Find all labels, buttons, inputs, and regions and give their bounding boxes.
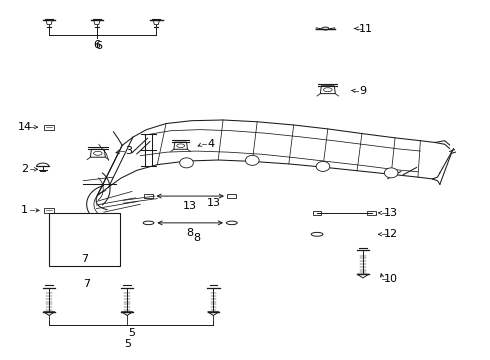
Ellipse shape — [143, 221, 154, 225]
Text: 5: 5 — [128, 328, 135, 338]
Bar — [49, 213, 120, 266]
Text: 6: 6 — [93, 40, 100, 50]
Ellipse shape — [94, 151, 102, 155]
Polygon shape — [329, 28, 335, 30]
Bar — [44, 208, 53, 213]
Polygon shape — [153, 20, 159, 24]
Bar — [44, 125, 53, 130]
Polygon shape — [46, 20, 52, 24]
Ellipse shape — [226, 221, 237, 225]
Ellipse shape — [177, 144, 185, 148]
Polygon shape — [122, 312, 133, 315]
Text: 8: 8 — [194, 233, 201, 243]
Polygon shape — [208, 312, 219, 315]
Ellipse shape — [73, 217, 82, 222]
Text: 12: 12 — [384, 229, 398, 239]
Text: 9: 9 — [359, 86, 367, 96]
Text: 1: 1 — [21, 205, 28, 215]
Text: 3: 3 — [125, 147, 132, 157]
Text: 7: 7 — [81, 254, 88, 264]
Text: 2: 2 — [21, 164, 28, 174]
Text: 8: 8 — [187, 228, 194, 238]
Bar — [227, 194, 236, 198]
Ellipse shape — [311, 232, 323, 236]
Text: 6: 6 — [96, 41, 102, 51]
Text: 14: 14 — [18, 122, 32, 132]
Polygon shape — [174, 142, 188, 149]
Text: 13: 13 — [183, 201, 197, 211]
Circle shape — [180, 158, 194, 168]
Polygon shape — [44, 312, 55, 315]
Text: 11: 11 — [359, 23, 373, 33]
Circle shape — [316, 161, 330, 171]
Text: 13: 13 — [207, 198, 221, 208]
Text: 4: 4 — [207, 139, 215, 149]
Bar — [368, 211, 376, 215]
Text: 7: 7 — [83, 279, 90, 289]
Polygon shape — [94, 20, 100, 24]
Ellipse shape — [322, 27, 329, 30]
Polygon shape — [357, 274, 368, 278]
Text: 13: 13 — [384, 208, 398, 218]
Bar — [313, 211, 321, 215]
Circle shape — [245, 156, 259, 165]
Ellipse shape — [323, 88, 332, 92]
Polygon shape — [90, 149, 105, 157]
Text: 10: 10 — [384, 274, 398, 284]
Polygon shape — [316, 28, 322, 30]
Bar — [144, 194, 153, 198]
Circle shape — [384, 168, 398, 178]
Text: 5: 5 — [124, 339, 132, 349]
Polygon shape — [320, 86, 335, 94]
